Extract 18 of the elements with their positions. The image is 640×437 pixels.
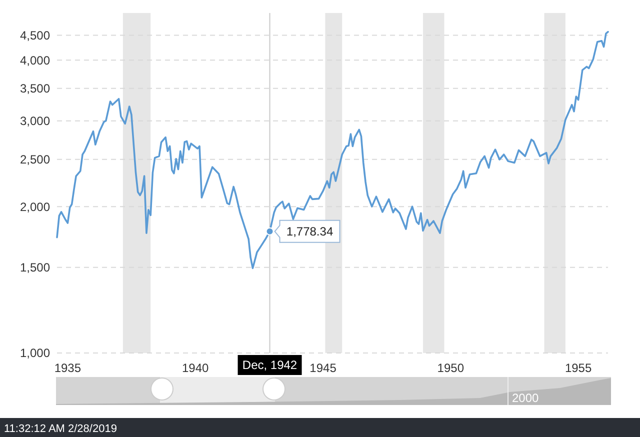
x-tick-label: 1945 <box>310 361 337 375</box>
text: 2000 <box>512 391 540 405</box>
x-tick-label: 1940 <box>182 361 209 375</box>
line-series <box>56 30 609 270</box>
x-tick-label: 1955 <box>564 361 592 375</box>
y-tick-label: 4,500 <box>20 28 50 42</box>
y-tick-label: 3,000 <box>20 114 50 128</box>
ref-line-label: Dec, 1942 <box>242 358 298 372</box>
text: 11:32:12 AM 2/28/2019 <box>4 423 117 435</box>
x-tick-label: 1935 <box>54 361 82 375</box>
y-tick-label: 1,500 <box>20 260 50 275</box>
y-tick-label: 1,000 <box>20 346 50 360</box>
annotation: 1,778.34 <box>286 224 334 239</box>
x-tick-label: 1950 <box>437 361 464 375</box>
y-tick-label: 2,500 <box>20 152 50 167</box>
y-tick-label: 3,500 <box>20 82 50 96</box>
y-tick-label: 2,000 <box>20 200 50 214</box>
y-tick-label: 4,000 <box>20 53 50 68</box>
